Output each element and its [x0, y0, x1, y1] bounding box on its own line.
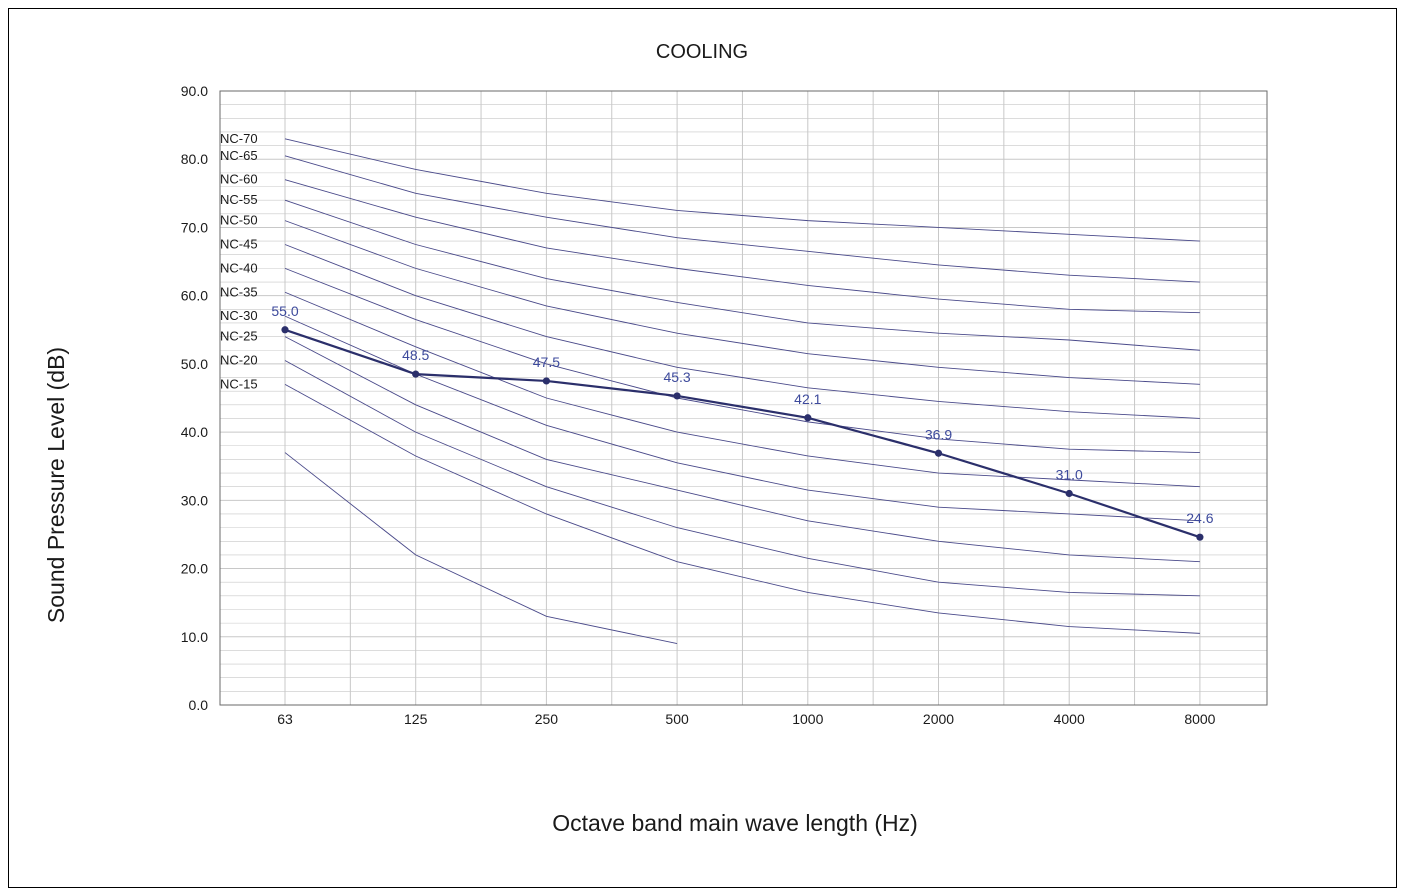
nc-curve-label: NC-15	[220, 376, 258, 391]
axes: 0.0 10.0 20.0 30.0 40.0 50.0 60.0 70.0 80.0 90.0 6…	[181, 83, 1268, 727]
y-axis-title: Sound Pressure Level (dB)	[43, 347, 69, 623]
x-tick-label: 125	[404, 711, 428, 727]
measured-point	[804, 414, 812, 422]
nc-curve-label: NC-65	[220, 148, 258, 163]
x-tick-label: 4000	[1054, 711, 1085, 727]
nc-curve-label: NC-35	[220, 284, 258, 299]
x-tick-label: 1000	[792, 711, 823, 727]
y-tick-label: 90.0	[181, 83, 208, 99]
y-tick-label: 70.0	[181, 219, 208, 235]
nc-curve-line	[284, 179, 1200, 314]
x-tick-label: 500	[665, 711, 689, 727]
y-tick-label: 20.0	[181, 561, 208, 577]
measured-point	[281, 326, 289, 334]
nc-curve-label: NC-70	[220, 131, 258, 146]
nc-curve-line	[284, 452, 678, 645]
nc-curve-label: NC-50	[220, 213, 258, 228]
measured-line	[284, 328, 1201, 539]
data-label: 31.0	[1056, 467, 1083, 483]
nc-curve-line	[284, 199, 1200, 351]
grid	[220, 90, 1267, 706]
nc-curve-line	[284, 244, 1200, 419]
measured-point	[412, 370, 420, 378]
data-label: 47.5	[533, 354, 560, 370]
measured-point	[1065, 489, 1073, 498]
x-tick-label: 63	[277, 711, 293, 727]
measured-point	[934, 449, 943, 457]
y-tick-label: 50.0	[181, 356, 208, 372]
nc-curve-label: NC-30	[220, 308, 258, 323]
x-tick-label: 8000	[1184, 711, 1215, 727]
data-label: 55.0	[271, 303, 298, 319]
data-label: 42.1	[794, 391, 821, 407]
nc-curve-label: NC-60	[220, 172, 258, 187]
measured-series: 55.0 48.5 47.5 45.3 42.1 36.9 31.0 24.6	[271, 303, 1214, 541]
nc-curve-label: NC-40	[220, 260, 258, 275]
measured-point	[542, 377, 551, 385]
nc-curve-line	[284, 336, 1200, 563]
y-tick-label: 80.0	[181, 151, 208, 167]
x-tick-label: 250	[535, 711, 559, 727]
y-tick-label: 30.0	[181, 492, 208, 508]
y-tick-label: 10.0	[181, 629, 208, 645]
nc-curve-line	[284, 383, 1200, 634]
x-axis-title: Octave band main wave length (Hz)	[552, 810, 918, 836]
data-label: 24.6	[1186, 510, 1213, 526]
nc-curve-label: NC-20	[220, 352, 258, 367]
plot-area-border	[219, 90, 1268, 706]
nc-curve-label: NC-25	[220, 329, 258, 344]
nc-curves: NC-70 NC-65 NC-60 NC-55 NC-50 NC-45 NC-40 NC-35…	[220, 131, 1200, 645]
nc-curve-line	[284, 220, 1200, 385]
data-label: 36.9	[925, 426, 952, 442]
nc-curve-label: NC-55	[220, 192, 258, 207]
measured-point	[673, 392, 681, 400]
nc-curve-line	[284, 138, 1200, 242]
nc-curve-line	[284, 315, 1200, 522]
data-label: 48.5	[402, 347, 429, 363]
nc-curve-line	[284, 360, 1200, 597]
nc-curve-line	[284, 267, 1200, 454]
x-tick-label: 2000	[923, 711, 954, 727]
y-tick-label: 0.0	[189, 697, 209, 713]
nc-curve-label: NC-45	[220, 237, 258, 252]
nc-curve-line	[284, 155, 1200, 283]
measured-point	[1196, 533, 1204, 541]
y-tick-label: 60.0	[181, 288, 208, 304]
y-tick-label: 40.0	[181, 424, 208, 440]
data-label: 45.3	[663, 369, 690, 385]
nc-curve-line	[284, 291, 1200, 488]
chart-title: COOLING	[656, 41, 748, 63]
